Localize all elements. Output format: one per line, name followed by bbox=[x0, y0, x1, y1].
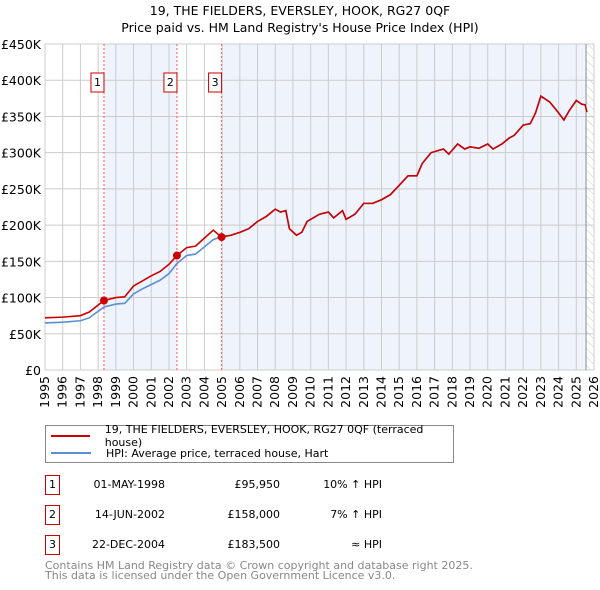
y-tick-label: £300K bbox=[1, 146, 42, 161]
sale-label: 3 bbox=[212, 76, 219, 89]
y-tick-label: £50K bbox=[9, 327, 42, 342]
x-tick-label: 2015 bbox=[391, 376, 406, 408]
x-tick-label: 2023 bbox=[533, 376, 548, 408]
sale-date: 14-JUN-2002 bbox=[94, 508, 165, 521]
y-tick-label: £200K bbox=[1, 218, 42, 233]
x-tick-label: 2011 bbox=[320, 376, 335, 408]
x-tick-label: 2000 bbox=[126, 376, 141, 408]
chart-title: 19, THE FIELDERS, EVERSLEY, HOOK, RG27 0… bbox=[149, 3, 451, 18]
y-tick-label: £100K bbox=[1, 291, 42, 306]
legend-hpi-label: HPI: Average price, terraced house, Hart bbox=[106, 446, 329, 460]
x-tick-label: 2008 bbox=[267, 376, 282, 408]
x-tick-label: 1997 bbox=[72, 376, 87, 408]
x-tick-label: 2003 bbox=[179, 376, 194, 408]
chart-subtitle: Price paid vs. HM Land Registry's House … bbox=[121, 20, 479, 35]
legend-price-label: 19, THE FIELDERS, EVERSLEY, HOOK, RG27 0… bbox=[104, 423, 424, 449]
x-tick-label: 2014 bbox=[373, 376, 388, 408]
ownership-shade bbox=[221, 44, 587, 370]
sale-hpi-diff: ≈ HPI bbox=[351, 538, 382, 551]
legend: 19, THE FIELDERS, EVERSLEY, HOOK, RG27 0… bbox=[45, 423, 454, 463]
future-hatch bbox=[586, 44, 594, 370]
x-tick-label: 2016 bbox=[409, 376, 424, 408]
y-tick-label: £250K bbox=[1, 182, 42, 197]
sale-row: 1 01-MAY-1998 £95,950 10% ↑ HPI bbox=[45, 475, 445, 495]
legend-hpi-line bbox=[51, 452, 91, 454]
x-tick-label: 2026 bbox=[586, 376, 600, 408]
y-tick-label: £450K bbox=[1, 37, 42, 52]
x-tick-label: 2006 bbox=[232, 376, 247, 408]
sale-row: 3 22-DEC-2004 £183,500 ≈ HPI bbox=[45, 535, 445, 555]
x-tick-label: 1999 bbox=[108, 376, 123, 408]
sale-point bbox=[172, 251, 181, 260]
sale-label-box bbox=[163, 72, 178, 93]
x-tick-label: 2009 bbox=[285, 376, 300, 408]
sale-label: 2 bbox=[167, 76, 174, 89]
plot-area: £0 £50K £100K £150K £200K £250K £300K £350K £400… bbox=[1, 37, 600, 408]
sale-date: 22-DEC-2004 bbox=[91, 538, 165, 551]
x-tick-label: 1996 bbox=[55, 376, 70, 408]
x-tick-label: 2025 bbox=[568, 376, 583, 408]
sale-point bbox=[99, 296, 108, 305]
x-tick-label: 2013 bbox=[356, 376, 371, 408]
sale-price: £183,500 bbox=[227, 538, 281, 551]
footer-line-1: Contains HM Land Registry data © Crown c… bbox=[45, 559, 473, 572]
footer: Contains HM Land Registry data © Crown c… bbox=[45, 559, 473, 582]
x-tick-label: 2010 bbox=[303, 376, 318, 408]
y-tick-label: £150K bbox=[1, 254, 42, 269]
sale-point bbox=[217, 233, 226, 242]
sale-price: £158,000 bbox=[227, 508, 281, 521]
x-tick-label: 2007 bbox=[250, 376, 265, 408]
sale-row: 2 14-JUN-2002 £158,000 7% ↑ HPI bbox=[45, 505, 445, 525]
sale-number: 3 bbox=[45, 535, 60, 555]
x-tick-label: 1995 bbox=[37, 376, 52, 408]
y-tick-label: £0 bbox=[25, 363, 41, 378]
sale-label-box bbox=[90, 72, 105, 93]
sale-hpi-diff: 7% ↑ HPI bbox=[330, 508, 382, 521]
x-tick-label: 2018 bbox=[444, 376, 459, 408]
x-tick-label: 2012 bbox=[338, 376, 353, 408]
legend-price-line bbox=[51, 435, 90, 437]
x-tick-label: 2021 bbox=[497, 376, 512, 408]
footer-line-2: This data is licensed under the Open Gov… bbox=[45, 569, 396, 582]
ownership-shade bbox=[103, 44, 177, 370]
x-tick-label: 2024 bbox=[551, 376, 566, 408]
x-tick-label: 2004 bbox=[196, 376, 211, 408]
x-tick-label: 2019 bbox=[462, 376, 477, 408]
x-tick-label: 2005 bbox=[214, 376, 229, 408]
x-tick-label: 2002 bbox=[161, 376, 176, 408]
sale-price: £95,950 bbox=[234, 478, 281, 491]
x-tick-label: 2001 bbox=[143, 376, 158, 408]
x-tick-label: 2022 bbox=[515, 376, 530, 408]
x-tick-label: 2017 bbox=[427, 376, 442, 408]
sale-number: 1 bbox=[45, 475, 60, 495]
sale-hpi-diff: 10% ↑ HPI bbox=[323, 478, 382, 491]
y-tick-label: £400K bbox=[1, 73, 42, 88]
price-line bbox=[44, 94, 588, 319]
x-tick-label: 2020 bbox=[480, 376, 495, 408]
sale-label-box bbox=[208, 72, 223, 93]
sale-label: 1 bbox=[94, 76, 101, 89]
sale-date: 01-MAY-1998 bbox=[93, 478, 165, 491]
sale-number: 2 bbox=[45, 505, 60, 525]
y-tick-label: £350K bbox=[1, 109, 42, 124]
x-tick-label: 1998 bbox=[90, 376, 105, 408]
